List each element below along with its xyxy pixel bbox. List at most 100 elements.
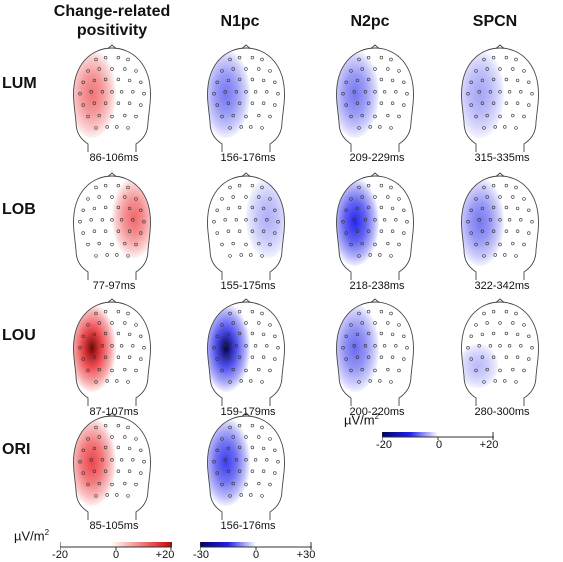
- electrode-marker: [78, 91, 82, 96]
- electrode-marker: [360, 321, 364, 325]
- electrode-marker: [244, 114, 248, 119]
- electrode-marker: [250, 445, 255, 450]
- electrode-marker: [504, 355, 509, 359]
- electrode-marker: [260, 425, 264, 430]
- electrode-marker: [231, 241, 235, 246]
- electrode-marker: [228, 425, 232, 430]
- electrode-marker: [386, 113, 390, 118]
- electrode-marker: [116, 229, 121, 233]
- electrode-marker: [480, 355, 485, 359]
- activation-blob: [207, 50, 250, 138]
- electrode-marker: [110, 368, 114, 373]
- electrode-marker: [86, 323, 90, 327]
- electrode-marker: [373, 218, 377, 222]
- electrode-marker: [103, 331, 108, 336]
- electrode-marker: [480, 206, 485, 211]
- electrode-marker: [123, 241, 127, 246]
- electrode-marker: [260, 254, 264, 258]
- electrode-marker: [110, 458, 114, 462]
- electrode-marker: [522, 368, 526, 373]
- electrode-marker: [363, 344, 368, 348]
- electrode-marker: [220, 437, 224, 441]
- row-label-ori: ORI: [2, 441, 31, 458]
- electrode-marker: [237, 101, 242, 105]
- electrode-marker: [226, 206, 231, 211]
- electrode-marker: [244, 458, 248, 462]
- electrode-marker: [504, 309, 509, 314]
- electrode-marker: [498, 90, 502, 94]
- electrode-marker: [127, 332, 132, 337]
- nose-marker: [370, 298, 380, 303]
- electrode-marker: [81, 103, 85, 107]
- electrode-marker: [86, 368, 90, 373]
- electrode-marker: [341, 219, 345, 224]
- electrode-marker: [115, 379, 119, 383]
- electrode-marker: [250, 309, 255, 314]
- head-outline: [336, 301, 414, 406]
- electrode-marker: [234, 344, 239, 348]
- electrode-marker: [223, 344, 227, 348]
- activation-blob: [461, 178, 504, 266]
- electrode-marker: [373, 368, 377, 373]
- electrode-marker: [488, 344, 493, 348]
- electrode-marker: [373, 90, 377, 94]
- electrode-marker: [134, 242, 138, 247]
- electrode-marker: [103, 469, 108, 473]
- electrode-marker: [244, 67, 248, 71]
- electrode-marker: [504, 205, 509, 210]
- electrode-marker: [515, 101, 520, 105]
- electrode-marker: [81, 357, 85, 361]
- electrode-marker: [360, 113, 364, 118]
- electrode-marker: [110, 67, 114, 71]
- electrode-marker: [491, 309, 496, 314]
- electrode-marker: [126, 57, 130, 62]
- electrode-marker: [92, 206, 97, 211]
- electrode-marker: [123, 481, 127, 486]
- electrode-marker: [97, 367, 101, 372]
- head-outline: [461, 175, 539, 280]
- electrode-marker: [244, 321, 248, 325]
- electrode-marker: [514, 126, 518, 130]
- electrode-marker: [231, 435, 235, 439]
- electrode-marker: [116, 205, 121, 210]
- electrode-marker: [498, 321, 502, 325]
- electrode-marker: [105, 493, 109, 497]
- electrode-marker: [276, 459, 280, 464]
- time-window-label: 86-106ms: [89, 152, 139, 164]
- activation-blob: [207, 304, 250, 392]
- electrode-marker: [127, 355, 132, 359]
- electrode-marker: [260, 311, 264, 316]
- electrode-marker: [81, 208, 85, 212]
- electrode-marker: [522, 242, 526, 247]
- electrode-marker: [237, 423, 242, 428]
- electrode-marker: [511, 67, 515, 71]
- electrode-marker: [127, 469, 132, 473]
- electrode-marker: [265, 458, 269, 462]
- electrode-marker: [116, 445, 121, 450]
- electrode-marker: [386, 195, 390, 199]
- time-window-label: 85-105ms: [89, 520, 139, 532]
- electrode-marker: [268, 69, 272, 73]
- electrode-marker: [389, 57, 393, 62]
- electrode-marker: [265, 90, 269, 94]
- electrode-marker: [488, 218, 493, 222]
- electrode-marker: [261, 78, 266, 83]
- electrode-marker: [397, 368, 401, 373]
- electrode-marker: [527, 208, 531, 212]
- electrode-marker: [234, 90, 239, 94]
- electrode-marker: [498, 242, 502, 247]
- electrode-marker: [373, 321, 377, 325]
- electrode-marker: [515, 206, 520, 211]
- electrode-marker: [239, 253, 243, 257]
- electrode-marker: [366, 55, 371, 60]
- colorbar3-unit-label: µV/m2: [344, 412, 380, 428]
- electrode-marker: [273, 231, 277, 235]
- column-header-n1pc: N1pc: [220, 13, 260, 30]
- electrode-marker: [244, 242, 248, 247]
- time-window-label: 280-300ms: [474, 406, 530, 418]
- electrode-marker: [390, 229, 395, 233]
- electrode-marker: [503, 125, 507, 129]
- electrode-marker: [402, 334, 406, 338]
- electrode-marker: [390, 332, 395, 337]
- electrode-marker: [355, 332, 360, 337]
